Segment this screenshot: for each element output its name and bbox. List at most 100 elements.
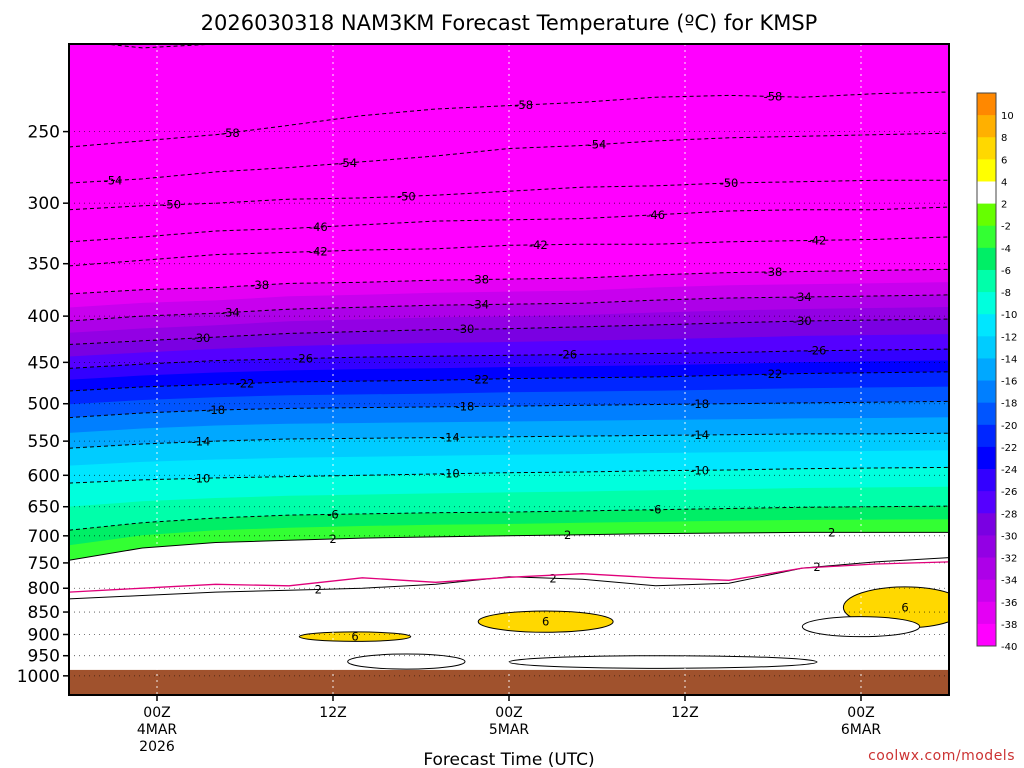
colorbar-level-label: -12 xyxy=(1001,332,1017,343)
colorbar-level-label: -26 xyxy=(1001,487,1017,498)
colorbar-level-label: -40 xyxy=(1001,642,1017,653)
pressure-tick-label: 500 xyxy=(28,395,60,415)
contour-line xyxy=(69,206,949,243)
contour-label: -42 xyxy=(309,244,328,258)
pressure-tick-label: 850 xyxy=(28,603,60,623)
contour-line xyxy=(69,132,949,184)
colorbar-level-label: -38 xyxy=(1001,620,1017,631)
contour-label: -58 xyxy=(221,126,240,140)
pressure-tick-label: 700 xyxy=(28,527,60,547)
contour-label: -34 xyxy=(221,305,240,319)
contour-label: -46 xyxy=(309,220,328,234)
chart-title: 2026030318 NAM3KM Forecast Temperature (… xyxy=(201,11,818,35)
contour-line xyxy=(69,505,949,531)
time-tick-label: 12Z xyxy=(671,705,698,721)
contour-label: -38 xyxy=(470,273,489,287)
contour-label: -58 xyxy=(764,89,783,103)
warm-cell xyxy=(477,610,614,633)
time-tick-label: 00Z xyxy=(847,705,874,721)
pressure-tick-label: 750 xyxy=(28,554,60,574)
contour-label: -30 xyxy=(793,314,812,328)
contour-label: -10 xyxy=(192,471,211,485)
contour-label: -50 xyxy=(162,198,181,212)
contour-label: -22 xyxy=(470,372,489,386)
contour-label: -10 xyxy=(690,463,709,477)
warm-cell xyxy=(298,631,412,642)
pressure-tick-label: 1000 xyxy=(17,667,60,687)
pressure-tick-label: 600 xyxy=(28,466,60,486)
pressure-tick-label: 550 xyxy=(28,432,60,452)
contour-label: -54 xyxy=(104,174,123,188)
colorbar-level-label: 10 xyxy=(1001,111,1014,122)
pressure-tick-label: 250 xyxy=(28,123,60,143)
colorbar-swatch xyxy=(977,402,996,426)
contour-label: -54 xyxy=(588,138,607,152)
contour-label: -54 xyxy=(338,156,357,170)
colorbar-swatch xyxy=(977,557,996,581)
contour-label: -14 xyxy=(441,430,460,444)
contour-label: -50 xyxy=(720,176,739,190)
colorbar-level-label: -16 xyxy=(1001,377,1017,388)
contour-label: -22 xyxy=(236,376,255,390)
colorbar-swatch xyxy=(977,247,996,271)
colorbar-swatch xyxy=(977,513,996,536)
colorbar-swatch xyxy=(977,137,996,160)
contour-label: 2 xyxy=(549,571,556,585)
contour-label: -42 xyxy=(529,238,548,252)
contour-label: -26 xyxy=(558,348,577,362)
contour-label: -18 xyxy=(206,403,225,417)
colorbar-swatch xyxy=(977,269,996,293)
pressure-axis: 2503003504004505005506006507007508008509… xyxy=(17,123,69,687)
contour-label: 2 xyxy=(828,525,835,539)
contour-label: -14 xyxy=(192,435,211,449)
colorbar-level-label: -6 xyxy=(1001,266,1011,277)
colorbar-level-label: -10 xyxy=(1001,310,1017,321)
contour-label: -38 xyxy=(250,278,269,292)
freezing-pocket xyxy=(508,655,818,669)
contour-label: -26 xyxy=(808,344,827,358)
contour-line xyxy=(69,531,949,561)
contour-label: -30 xyxy=(192,331,211,345)
colorbar-legend: -40-38-36-34-32-30-28-26-24-22-20-18-16-… xyxy=(976,92,1017,653)
contour-label: -10 xyxy=(441,467,460,481)
contour-label: -18 xyxy=(690,397,709,411)
colorbar-frame xyxy=(976,92,997,647)
pressure-tick-label: 800 xyxy=(28,579,60,599)
contour-label: -62 xyxy=(265,34,284,48)
time-tick-label: 2026 xyxy=(139,739,175,755)
colorbar-swatch xyxy=(977,159,996,182)
contour-label: -6 xyxy=(650,503,661,517)
contour-label: -34 xyxy=(793,290,812,304)
colorbar-level-label: -28 xyxy=(1001,509,1017,520)
colorbar-swatch xyxy=(977,314,996,337)
colorbar-swatch xyxy=(977,623,996,647)
source-credit: coolwx.com/models xyxy=(868,748,1015,764)
time-tick-label: 00Z xyxy=(495,705,522,721)
contour-line xyxy=(69,91,949,148)
x-axis-label: Forecast Time (UTC) xyxy=(423,750,594,768)
contour-label: -18 xyxy=(456,400,475,414)
pressure-tick-label: 950 xyxy=(28,647,60,667)
pressure-tick-label: 300 xyxy=(28,194,60,214)
contour-line xyxy=(69,236,949,267)
contour-label: -30 xyxy=(456,322,475,336)
colorbar-swatch xyxy=(977,292,996,315)
contour-label: 2 xyxy=(564,528,571,542)
freezing-pocket xyxy=(347,653,466,670)
colorbar-level-label: 6 xyxy=(1001,155,1007,166)
time-tick-label: 00Z xyxy=(143,705,170,721)
contour-label: -14 xyxy=(690,428,709,442)
colorbar-swatch xyxy=(977,358,996,382)
colorbar-swatch xyxy=(977,115,996,138)
warm-cell-label: 6 xyxy=(351,630,358,644)
contour-label: -26 xyxy=(294,352,313,366)
contour-label: -38 xyxy=(764,265,783,279)
colorbar-level-label: -18 xyxy=(1001,399,1017,410)
colorbar-level-label: -24 xyxy=(1001,465,1017,476)
freezing-level-line xyxy=(69,561,949,593)
colorbar-swatch xyxy=(977,203,996,227)
time-tick-label: 12Z xyxy=(319,705,346,721)
colorbar-level-label: -36 xyxy=(1001,598,1017,609)
